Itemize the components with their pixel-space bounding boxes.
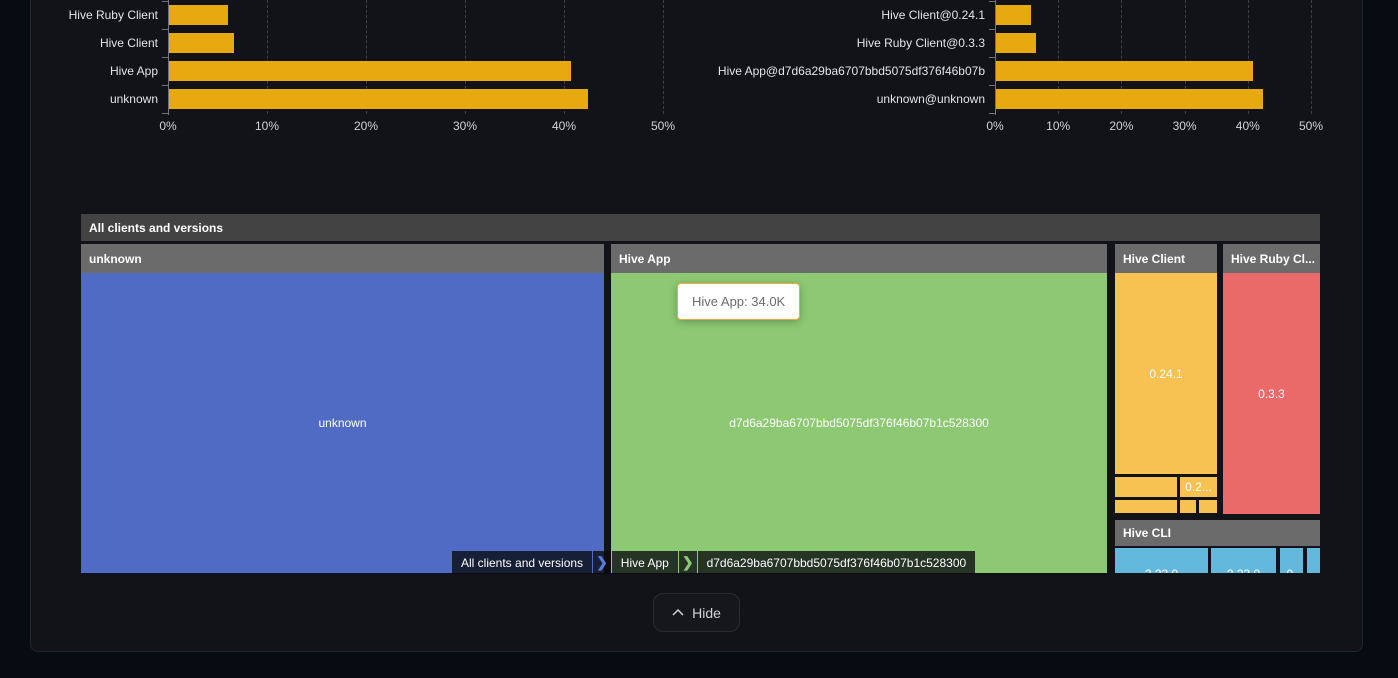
x-tick-label: 20% <box>1109 119 1134 133</box>
x-tick-label: 20% <box>353 119 379 133</box>
y-axis-tick <box>989 1 995 2</box>
treemap-tooltip: Hive App: 34.0K <box>677 283 801 320</box>
category-label: Hive App@d7d6a29ba6707bbd5075df376f46b07… <box>717 64 985 78</box>
grid-line <box>1184 0 1186 114</box>
treemap-cell-0-[interactable]: 0. <box>1280 548 1303 573</box>
treemap-cell[interactable] <box>1199 500 1217 513</box>
client-versions-bar-chart: 0% 10% 20% 30% 40% 50% Hive Client@0.24.1 Hive … <box>698 0 1398 140</box>
bar-unknown@unknown <box>996 89 1263 109</box>
grid-line <box>564 0 565 114</box>
x-tick-label: 50% <box>650 119 676 133</box>
category-label: Hive Client@0.24.1 <box>881 8 985 22</box>
hide-button[interactable]: Hide <box>653 593 740 632</box>
y-axis-tick <box>162 29 168 30</box>
x-tick-label: 0% <box>986 119 1004 133</box>
bar-Hive App@d7d6a29ba6707bbd5075df376f46b07b <box>996 61 1254 81</box>
bar-Hive App <box>169 61 571 81</box>
treemap-cell[interactable] <box>1180 500 1196 513</box>
breadcrumb-item[interactable]: All clients and versions <box>452 551 593 574</box>
bar-unknown <box>169 89 588 109</box>
y-axis-tick <box>162 57 168 58</box>
grid-line <box>663 0 664 114</box>
y-axis-tick <box>989 29 995 30</box>
grid-line <box>1247 0 1249 114</box>
x-tick-label: 0% <box>159 119 177 133</box>
treemap-cell-label: 2.23.0 <box>1211 567 1276 573</box>
treemap-cell-0-24-1[interactable]: 0.24.1 <box>1115 273 1217 474</box>
treemap-cell[interactable] <box>1115 500 1177 513</box>
grid-line <box>267 0 268 114</box>
breadcrumb-item[interactable]: d7d6a29ba6707bbd5075df376f46b07b1c528300 <box>697 551 976 574</box>
y-axis-line <box>168 0 169 115</box>
treemap-cell-0-2-[interactable]: 0.2... <box>1180 477 1217 497</box>
x-tick-label: 10% <box>1046 119 1071 133</box>
breadcrumb: All clients and versions ❯ Hive App ❯ d7d6a2… <box>452 551 976 574</box>
treemap-cell-2-23-0[interactable]: 2.23.0 <box>1211 548 1276 573</box>
x-tick-label: 50% <box>1298 119 1324 133</box>
treemap-cell-label: 0.3.3 <box>1258 386 1285 401</box>
grid-line <box>1311 0 1312 114</box>
y-axis-tick <box>162 85 168 86</box>
y-axis-line <box>995 0 996 115</box>
treemap-header-hive-client[interactable]: Hive Client <box>1115 244 1217 273</box>
chevron-up-icon <box>672 609 684 616</box>
x-tick-label: 40% <box>551 119 577 133</box>
breadcrumb-separator-icon: ❯ <box>678 551 697 574</box>
treemap-cell-label: 0. <box>1280 567 1303 573</box>
x-tick-label: 40% <box>1235 119 1260 133</box>
grid-line <box>1121 0 1123 114</box>
treemap-cell[interactable] <box>1115 477 1177 497</box>
breadcrumb-separator-icon: ❯ <box>593 551 611 574</box>
treemap-cell-d7d6a29ba6707bbd5075df376f46b07b1c528300[interactable]: d7d6a29ba6707bbd5075df376f46b07b1c528300 <box>611 273 1107 573</box>
y-axis-tick <box>989 85 995 86</box>
treemap-cell-label: unknown <box>318 416 367 430</box>
clients-bar-chart: 0% 10% 20% 30% 40% 50% Hive Ruby Client Hive Cl… <box>0 0 698 140</box>
treemap-title-bar: All clients and versions <box>81 214 1320 241</box>
bar-Hive Client@0.24.1 <box>996 5 1031 25</box>
treemap-cell-label: 2.23.0 <box>1115 567 1208 573</box>
treemap-cell[interactable] <box>1307 548 1320 573</box>
hide-button-label: Hide <box>692 604 721 621</box>
y-axis-tick <box>162 113 168 114</box>
treemap-cell-label: 0.24.1 <box>1149 366 1183 381</box>
category-label: Hive Client <box>99 36 158 50</box>
grid-line <box>1058 0 1060 114</box>
grid-line <box>465 0 466 114</box>
category-label: unknown@unknown <box>876 92 985 106</box>
treemap-cell-label: d7d6a29ba6707bbd5075df376f46b07b1c528300 <box>729 416 989 430</box>
treemap-cell-2-23-0[interactable]: 2.23.0 <box>1115 548 1208 573</box>
x-tick-label: 30% <box>452 119 478 133</box>
clients-versions-treemap: All clients and versions unknown unknown Hi… <box>81 214 1320 573</box>
bar-Hive Ruby Client@0.3.3 <box>996 33 1036 53</box>
y-axis-tick <box>162 1 168 2</box>
treemap-header-hive-ruby-cl-[interactable]: Hive Ruby Cl... <box>1223 244 1320 273</box>
category-label: unknown <box>109 92 158 106</box>
category-label: Hive App <box>109 64 158 78</box>
category-label: Hive Ruby Client@0.3.3 <box>856 36 985 50</box>
treemap-header-hive-cli[interactable]: Hive CLI <box>1115 520 1320 546</box>
treemap-header-unknown[interactable]: unknown <box>81 244 604 273</box>
treemap-header-hive-app[interactable]: Hive App <box>611 244 1107 273</box>
bar-Hive Client <box>169 33 235 53</box>
grid-line <box>366 0 367 114</box>
breadcrumb-item[interactable]: Hive App <box>611 551 678 574</box>
x-tick-label: 10% <box>254 119 280 133</box>
x-tick-label: 30% <box>1172 119 1197 133</box>
category-label: Hive Ruby Client <box>68 8 158 22</box>
treemap-cell-unknown[interactable]: unknown <box>81 273 604 573</box>
bar-Hive Ruby Client <box>169 5 229 25</box>
y-axis-tick <box>989 113 995 114</box>
treemap-cell-label: 0.2... <box>1185 480 1212 494</box>
y-axis-tick <box>989 57 995 58</box>
treemap-cell-0-3-3[interactable]: 0.3.3 <box>1223 273 1320 514</box>
